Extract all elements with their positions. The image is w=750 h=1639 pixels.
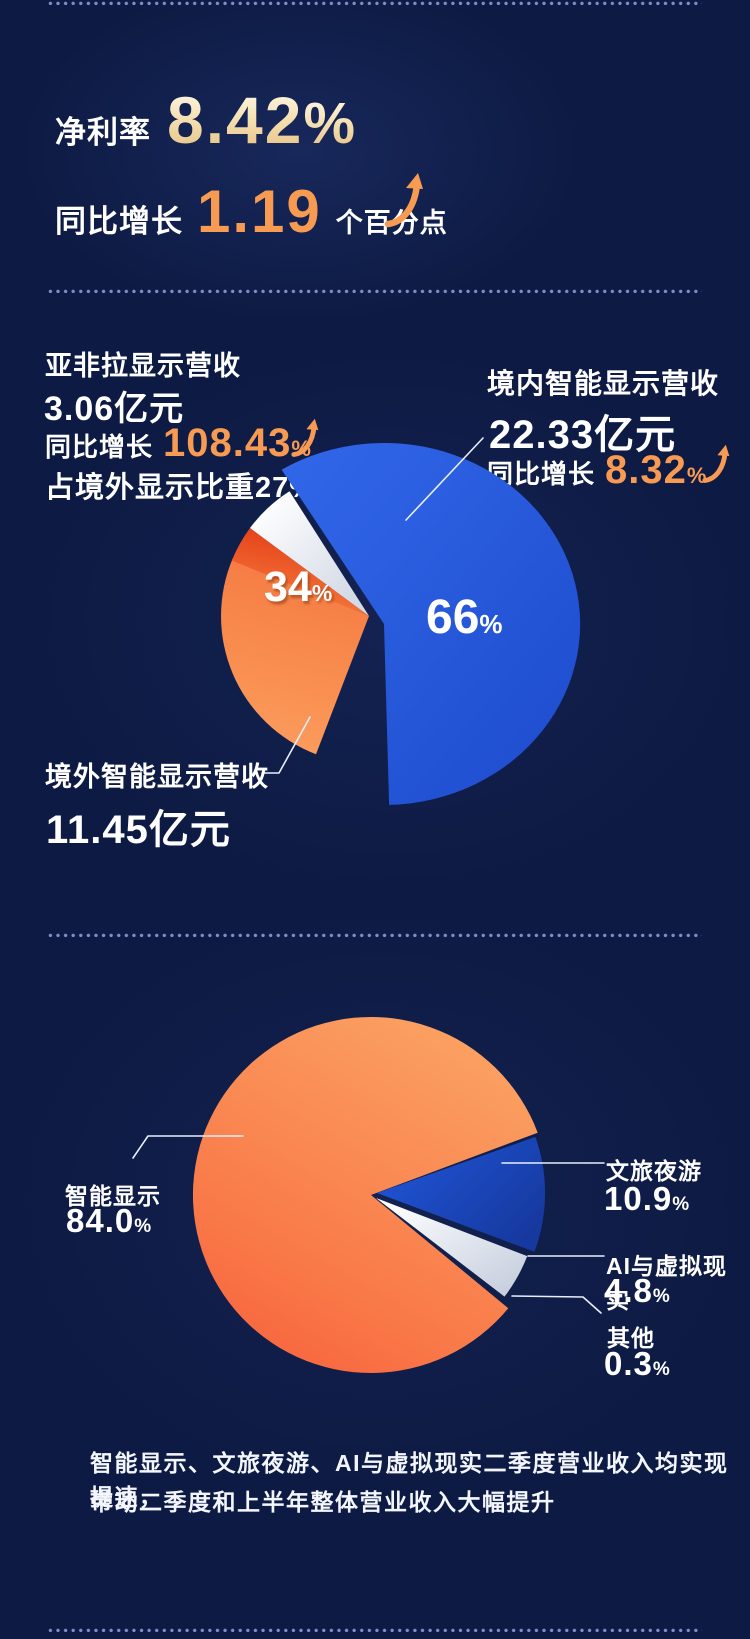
footer-note-line1: 智能显示、文旅夜游、AI与虚拟现实二季度营业收入均实现提速， — [90, 1450, 729, 1510]
dotted-separator-bottom — [48, 1628, 702, 1633]
domestic-growth-value: 8.32 — [605, 448, 687, 492]
callout-line-overseas — [261, 716, 311, 774]
dotted-separator-1 — [48, 289, 702, 294]
aal-growth-arrow-icon — [291, 418, 319, 457]
other-label: 其他 — [607, 1325, 655, 1351]
overseas-title: 境外智能显示营收 — [45, 762, 269, 792]
pie1-overseas-pct-label: 34% — [264, 563, 332, 612]
pie2-slice-ai-vr — [376, 1198, 528, 1297]
smart-display-value: 84.0 — [66, 1202, 135, 1239]
growth-arrow-icon — [384, 173, 423, 228]
dotted-separator-2 — [48, 933, 702, 938]
domestic-growth-arrow-icon — [702, 444, 730, 483]
overseas-amount: 11.45亿元 — [46, 808, 231, 852]
business-mix-pie-chart — [132, 1016, 605, 1373]
pie1-overseas-pct-value: 34 — [264, 563, 312, 611]
pie1-domestic-pct-unit: % — [479, 609, 503, 639]
culture-tourism-value-row: 10.9% — [604, 1180, 689, 1218]
culture-tourism-unit: % — [672, 1194, 690, 1215]
regional-pie-chart — [221, 437, 581, 805]
pie1-slice-domestic — [281, 442, 581, 805]
pie1-domestic-pct-label: 66% — [426, 590, 503, 645]
pie2-slice-smart-display — [192, 1016, 538, 1373]
callout-line-domestic — [405, 437, 484, 521]
callout-line-smart-display — [132, 1135, 244, 1159]
aal-growth-value: 108.43 — [163, 421, 292, 465]
net-margin-growth-row: 同比增长 1.19 个百分点 — [55, 177, 448, 246]
asia-africa-latam-growth-row: 同比增长 108.43% — [45, 421, 312, 466]
ai-vr-unit: % — [652, 1286, 670, 1307]
smart-display-unit: % — [134, 1216, 152, 1237]
pie1-slice-peel-highlight — [250, 491, 369, 616]
other-value: 0.3 — [604, 1345, 653, 1382]
domestic-amount: 22.33亿元 — [489, 413, 677, 457]
culture-tourism-label: 文旅夜游 — [606, 1158, 702, 1184]
domestic-title: 境内智能显示营收 — [487, 368, 720, 399]
ai-vr-value: 4.8 — [604, 1272, 653, 1309]
dotted-separator-top — [48, 1, 702, 6]
footer-note-line2: 带动二季度和上半年整体营业收入大幅提升 — [90, 1489, 556, 1515]
smart-display-label: 智能显示 — [65, 1183, 161, 1209]
net-growth-label: 同比增长 — [55, 204, 183, 239]
net-margin-label: 净利率 — [55, 115, 151, 150]
asia-africa-latam-title: 亚非拉显示营收 — [45, 351, 241, 381]
pie1-slice-overseas — [221, 558, 369, 755]
culture-tourism-value: 10.9 — [604, 1180, 673, 1217]
other-unit: % — [652, 1359, 670, 1380]
other-value-row: 0.3% — [604, 1345, 670, 1383]
pie1-domestic-pct-value: 66 — [426, 591, 480, 644]
asia-africa-latam-amount: 3.06亿元 — [44, 390, 185, 428]
ai-vr-label: AI与虚拟现实 — [606, 1253, 727, 1313]
net-margin-unit: % — [303, 91, 357, 156]
smart-display-value-row: 84.0% — [66, 1202, 151, 1240]
aal-growth-label: 同比增长 — [45, 432, 154, 462]
aal-share-note: 占境外显示比重27% — [45, 472, 317, 504]
callout-line-other — [511, 1295, 602, 1314]
pie1-slice-asia-africa — [231, 528, 369, 616]
pie1-overseas-pct-unit: % — [311, 580, 333, 606]
ai-vr-value-row: 4.8% — [604, 1272, 670, 1310]
domestic-growth-unit: % — [686, 463, 708, 488]
net-margin-value: 8.42 — [167, 83, 304, 157]
net-margin-row: 净利率 8.42% — [55, 82, 356, 158]
pie2-slice-culture-tourism — [377, 1136, 546, 1252]
net-growth-value: 1.19 — [197, 178, 322, 245]
